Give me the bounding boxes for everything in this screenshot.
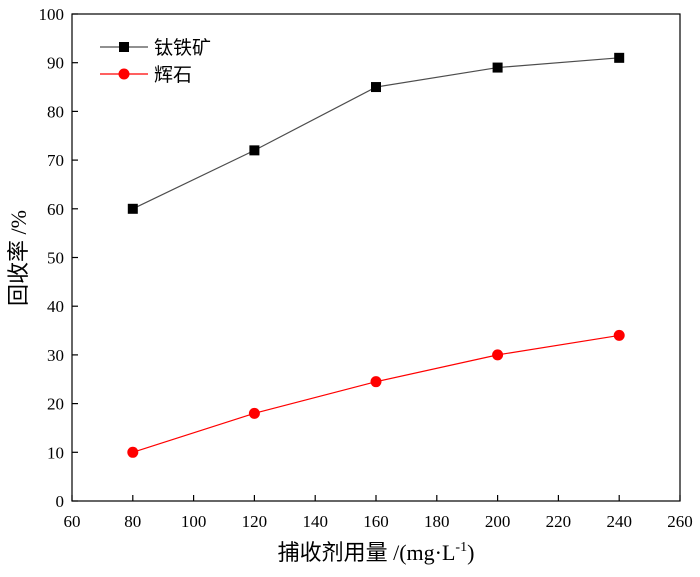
data-point-circle: [492, 349, 504, 361]
x-tick-label: 80: [124, 512, 141, 531]
y-tick-label: 100: [39, 5, 65, 24]
y-tick-label: 80: [47, 102, 64, 121]
x-tick-label: 240: [606, 512, 632, 531]
y-axis-ticks: 0 10 20 30 40 50 60 70 80 90 100: [39, 5, 78, 511]
data-point-circle: [613, 329, 625, 341]
y-tick-label: 60: [47, 200, 64, 219]
legend-marker-circle: [118, 68, 130, 80]
data-point-square: [492, 62, 503, 73]
y-tick-label: 40: [47, 297, 64, 316]
series-layer: [127, 52, 625, 458]
legend-label-2: 辉石: [154, 64, 192, 86]
x-tick-label: 160: [363, 512, 389, 531]
x-tick-label: 260: [667, 512, 693, 531]
data-point-circle: [127, 446, 139, 458]
y-tick-label: 0: [56, 492, 65, 511]
x-tick-label: 120: [242, 512, 268, 531]
y-tick-label: 30: [47, 346, 64, 365]
x-tick-label: 100: [181, 512, 207, 531]
x-axis-title: 捕收剂用量 /(mg·L-1): [278, 540, 475, 565]
y-tick-label: 90: [47, 54, 64, 73]
x-tick-label: 60: [64, 512, 81, 531]
legend-marker-square: [119, 42, 129, 52]
data-point-circle: [370, 376, 382, 388]
x-tick-label: 200: [485, 512, 511, 531]
data-point-square: [614, 52, 625, 63]
x-tick-label: 140: [302, 512, 328, 531]
y-tick-label: 70: [47, 151, 64, 170]
data-point-square: [127, 203, 138, 214]
series-line-2: [132, 334, 620, 453]
series-line-1: [132, 57, 620, 210]
y-axis-title: 回收率 /%: [6, 210, 31, 306]
y-tick-label: 10: [47, 443, 64, 462]
legend-label-1: 钛铁矿: [154, 37, 211, 59]
data-point-circle: [248, 407, 260, 419]
y-tick-label: 20: [47, 395, 64, 414]
x-tick-label: 220: [546, 512, 572, 531]
x-axis-ticks: 60 80 100 120 140 160 180 200 220 240 260: [64, 495, 693, 531]
x-tick-label: 180: [424, 512, 450, 531]
data-point-square: [371, 82, 381, 93]
y-tick-label: 50: [47, 249, 64, 268]
data-point-square: [249, 145, 260, 156]
